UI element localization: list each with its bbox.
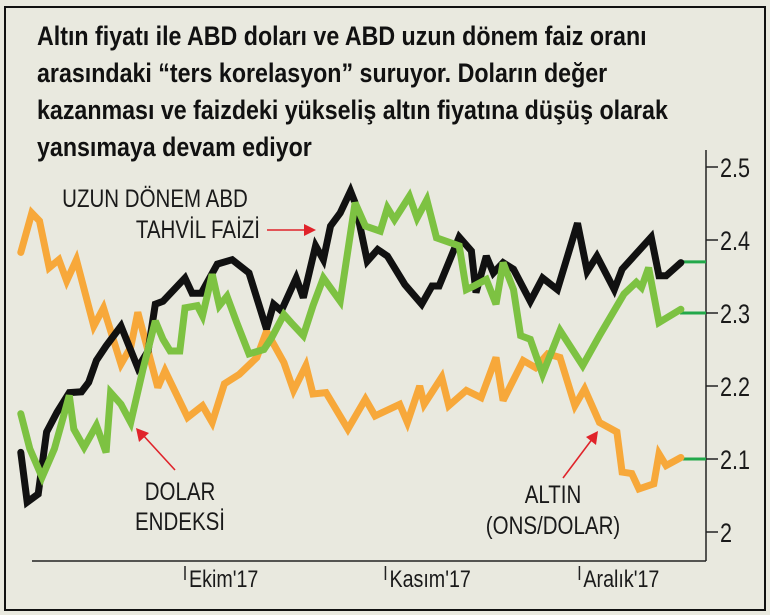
title-line: Altın fiyatı ile ABD doları ve ABD uzun … [37, 21, 647, 51]
label-yield-line1: UZUN DÖNEM ABD [62, 184, 248, 212]
chart-title: Altın fiyatı ile ABD doları ve ABD uzun … [37, 21, 669, 162]
end-markers [680, 260, 706, 461]
series-line-dollar [17, 188, 685, 487]
annotation-arrows [136, 224, 598, 479]
title-line: kazanması ve faizdeki yükseliş altın fiy… [37, 95, 669, 125]
arrow-gold-head [586, 431, 598, 445]
series-line-gold [17, 206, 685, 494]
arrow-dollar-head [136, 428, 149, 442]
label-dollar-line1: DOLAR [145, 477, 216, 505]
arrow-yield-head [304, 224, 316, 236]
series-labels: UZUN DÖNEM ABD TAHVİL FAİZİ DOLAR ENDEKS… [62, 184, 620, 539]
label-yield-line2: TAHVİL FAİZİ [136, 215, 260, 243]
label-gold-line2: (ONS/DOLAR) [486, 511, 620, 539]
series-lines [17, 182, 685, 509]
y-tick-label: 2.2 [720, 373, 750, 403]
y-tick-label: 2.5 [720, 154, 750, 184]
x-tick-label: Ekim'17 [189, 565, 258, 592]
y-ticks: 2 2.1 2.2 2.3 2.4 2.5 [706, 154, 750, 549]
title-line: arasındaki “ters korelasyon” suruyor. Do… [37, 58, 607, 88]
arrow-dollar [141, 433, 176, 471]
y-tick-label: 2.3 [720, 300, 750, 330]
y-tick-label: 2 [720, 519, 732, 549]
x-tick-label: Aralık'17 [583, 565, 659, 592]
series-line-yield [17, 182, 685, 509]
frame-border [4, 6, 766, 611]
y-tick-label: 2.1 [720, 446, 750, 476]
arrow-gold [562, 437, 594, 479]
y-tick-label: 2.4 [720, 227, 750, 257]
label-gold-line1: ALTIN [525, 480, 582, 508]
x-tick-label: Kasım'17 [389, 565, 470, 592]
x-ticks: Ekim'17 Kasım'17 Aralık'17 [184, 565, 659, 592]
title-line: yansımaya devam ediyor [37, 132, 312, 162]
label-dollar-line2: ENDEKSİ [135, 507, 225, 535]
